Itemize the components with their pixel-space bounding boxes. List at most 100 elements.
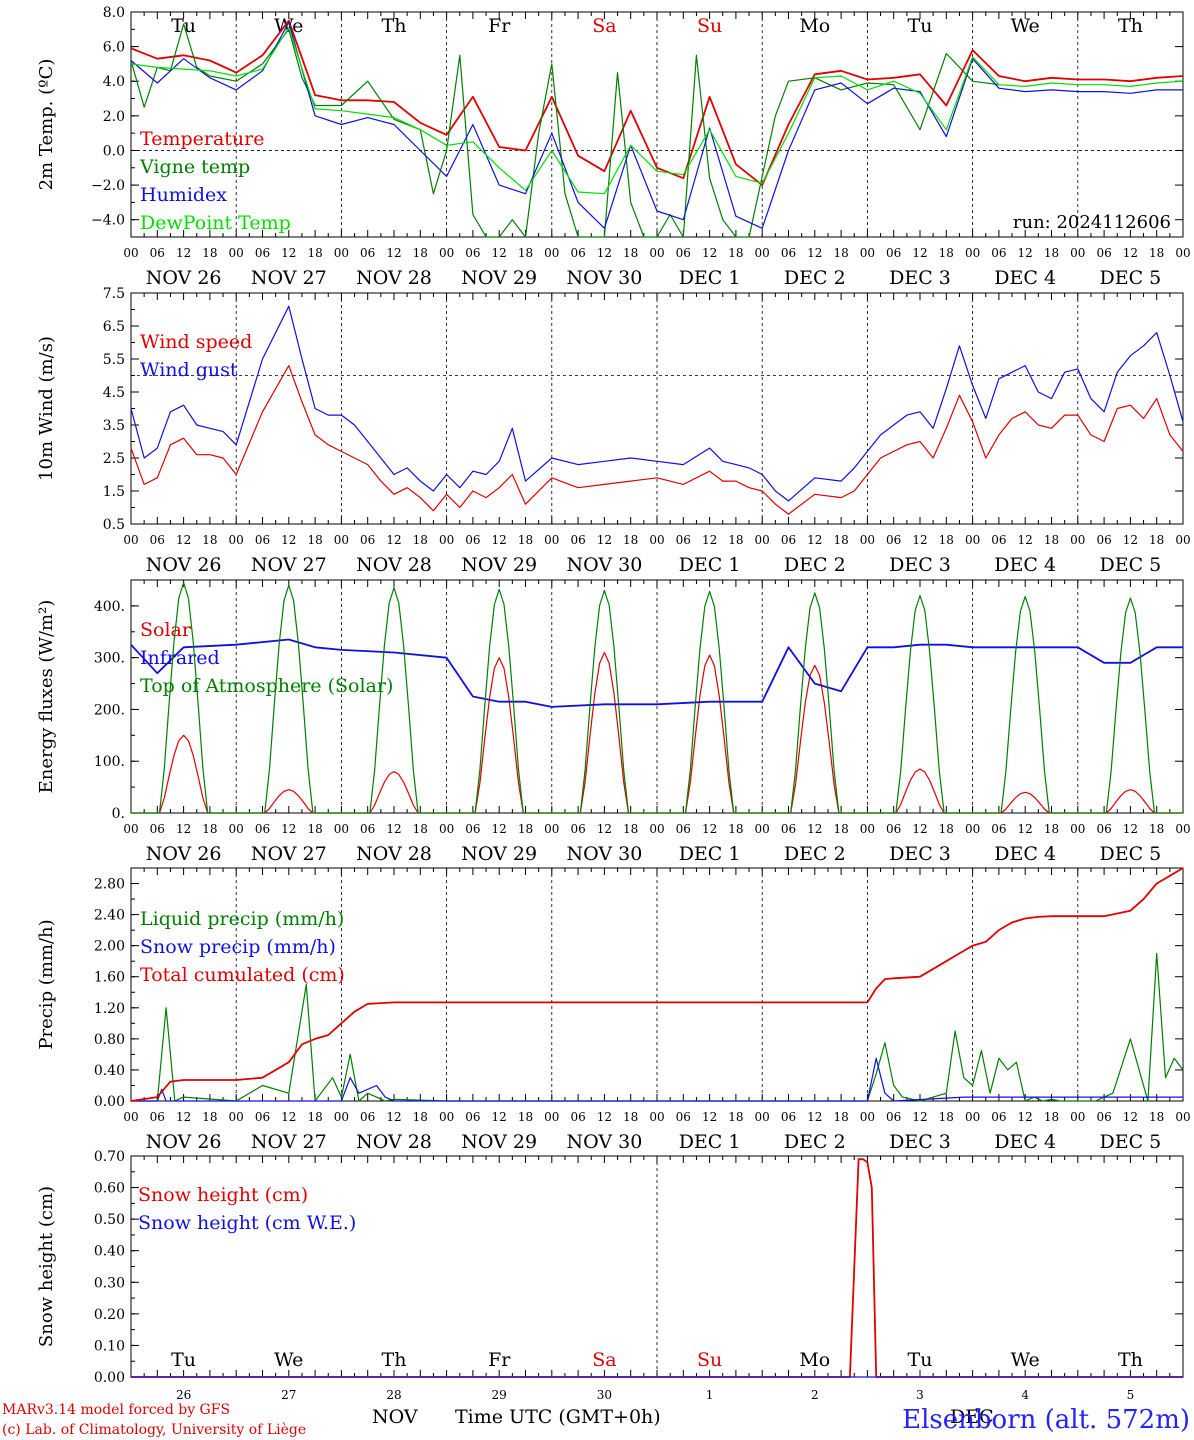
x-date-label: NOV 28 [356, 1131, 432, 1153]
x-hour-label: 18 [1149, 533, 1164, 547]
weekday-label: Mo [799, 15, 830, 37]
x-hour-label: 18 [728, 1110, 743, 1124]
x-hour-label: 00 [649, 1110, 664, 1124]
x-date-label: DEC 4 [994, 554, 1056, 576]
x-hour-label: 06 [360, 1110, 375, 1124]
x-hour-label: 18 [1044, 533, 1059, 547]
x-hour-label: 18 [413, 533, 428, 547]
x-hour-label: 12 [702, 822, 717, 836]
weekday-label: Th [1118, 15, 1143, 37]
x-hour-label: 06 [360, 822, 375, 836]
x-hour-label: 18 [623, 1110, 638, 1124]
x-hour-label: 12 [492, 1110, 507, 1124]
y-tick-label: 0.60 [94, 1181, 125, 1197]
x-hour-label: 18 [728, 822, 743, 836]
x-hour-label: 00 [439, 822, 454, 836]
x-hour-label: 18 [1149, 1110, 1164, 1124]
x-hour-label: 00 [334, 246, 349, 260]
x-hour-label: 18 [939, 533, 954, 547]
x-hour-label: 18 [307, 533, 322, 547]
x-hour-label: 12 [912, 822, 927, 836]
x-hour-label: 06 [781, 822, 796, 836]
x-hour-label: 12 [1018, 533, 1033, 547]
x-hour-label: 00 [123, 246, 138, 260]
x-hour-label: 18 [1044, 1110, 1059, 1124]
series-line-infrared [130, 638, 1183, 708]
panel-precip: 0.00 0.40 0.80 1.20 1.60 2.00 2.40 2.80 Precip (… [36, 867, 1191, 1153]
panel-snow: 0.00 0.10 0.20 0.30 0.40 0.50 0.60 0.70 Snow hei… [36, 1149, 1184, 1402]
y-axis-label: Precip (mm/h) [36, 919, 57, 1049]
x-hour-label: 12 [702, 1110, 717, 1124]
x-hour-label: 00 [1070, 246, 1085, 260]
x-hour-label: 00 [1175, 246, 1190, 260]
legend-entry: Snow precip (mm/h) [140, 936, 336, 958]
legend-entry: Wind gust [140, 359, 238, 381]
x-hour-label: 00 [1175, 822, 1190, 836]
x-hour-label: 12 [281, 822, 296, 836]
x-hour-label: 12 [1018, 246, 1033, 260]
y-tick-label: −4.0 [91, 213, 125, 229]
weekday-label: Su [697, 1349, 722, 1371]
x-date-label: DEC 3 [889, 843, 951, 865]
x-hour-label: 18 [413, 246, 428, 260]
x-hour-label: 06 [886, 246, 901, 260]
x-hour-label: 12 [912, 533, 927, 547]
x-hour-label: 00 [229, 1110, 244, 1124]
x-hour-label: 06 [360, 246, 375, 260]
series-line-liquid-precip-mm-h- [131, 952, 1184, 1102]
x-date-label: DEC 2 [784, 843, 846, 865]
x-hour-label: 12 [492, 822, 507, 836]
x-hour-label: 18 [307, 246, 322, 260]
x-date-label: DEC 1 [679, 554, 741, 576]
x-hour-label: 00 [229, 822, 244, 836]
x-date-label: DEC 2 [784, 1131, 846, 1153]
x-hour-label: 12 [281, 246, 296, 260]
x-date-label: NOV 26 [146, 843, 222, 865]
y-tick-label: 0.80 [94, 1032, 125, 1048]
x-hour-label: 12 [281, 533, 296, 547]
x-hour-label: 12 [597, 1110, 612, 1124]
y-tick-label: −2.0 [91, 178, 125, 194]
x-hour-label: 00 [544, 822, 559, 836]
y-tick-label: 3.5 [103, 418, 125, 434]
x-hour-label: 06 [255, 246, 270, 260]
x-hour-label: 18 [413, 1110, 428, 1124]
y-tick-label: 0.50 [94, 1212, 125, 1228]
x-hour-label: 18 [623, 246, 638, 260]
x-hour-label: 18 [413, 822, 428, 836]
y-tick-label: 0.00 [94, 1094, 125, 1110]
x-hour-label: 12 [702, 246, 717, 260]
x-hour-label: 06 [255, 822, 270, 836]
x-hour-label: 00 [544, 1110, 559, 1124]
y-tick-label: 0.10 [94, 1338, 125, 1354]
x-hour-label: 00 [755, 822, 770, 836]
y-tick-label: 2.5 [103, 451, 125, 467]
x-day-number: 29 [492, 1388, 507, 1402]
chart-panels: −4.0 −2.0 0.0 2.0 4.0 6.0 8.0 2m Temp. (ºC) 00 06… [36, 5, 1191, 1402]
x-hour-label: 06 [991, 246, 1006, 260]
legend-entry: Solar [140, 619, 192, 641]
x-hour-label: 18 [307, 1110, 322, 1124]
series-line-dewpoint-temp [130, 27, 1184, 195]
y-tick-label: 5.5 [103, 352, 125, 368]
x-hour-label: 06 [150, 1110, 165, 1124]
x-day-number: 26 [176, 1388, 191, 1402]
x-hour-label: 12 [176, 1110, 191, 1124]
x-hour-label: 18 [623, 533, 638, 547]
x-hour-label: 00 [965, 533, 980, 547]
legend-entry: DewPoint Temp [140, 212, 291, 234]
x-hour-label: 12 [281, 1110, 296, 1124]
weekday-label: Su [697, 15, 722, 37]
y-tick-label: 0.00 [94, 1370, 125, 1386]
x-date-label: DEC 1 [679, 1131, 741, 1153]
x-hour-label: 00 [334, 1110, 349, 1124]
series-line-temperature [130, 19, 1184, 186]
legend-entry: Vigne temp [139, 156, 250, 178]
x-date-label: NOV 28 [356, 554, 432, 576]
x-hour-label: 12 [807, 246, 822, 260]
x-hour-label: 06 [676, 1110, 691, 1124]
legend-entry: Top of Atmosphere (Solar) [140, 675, 393, 697]
x-date-label: DEC 3 [889, 267, 951, 289]
x-hour-label: 18 [518, 246, 533, 260]
y-tick-label: 0.40 [94, 1244, 125, 1260]
